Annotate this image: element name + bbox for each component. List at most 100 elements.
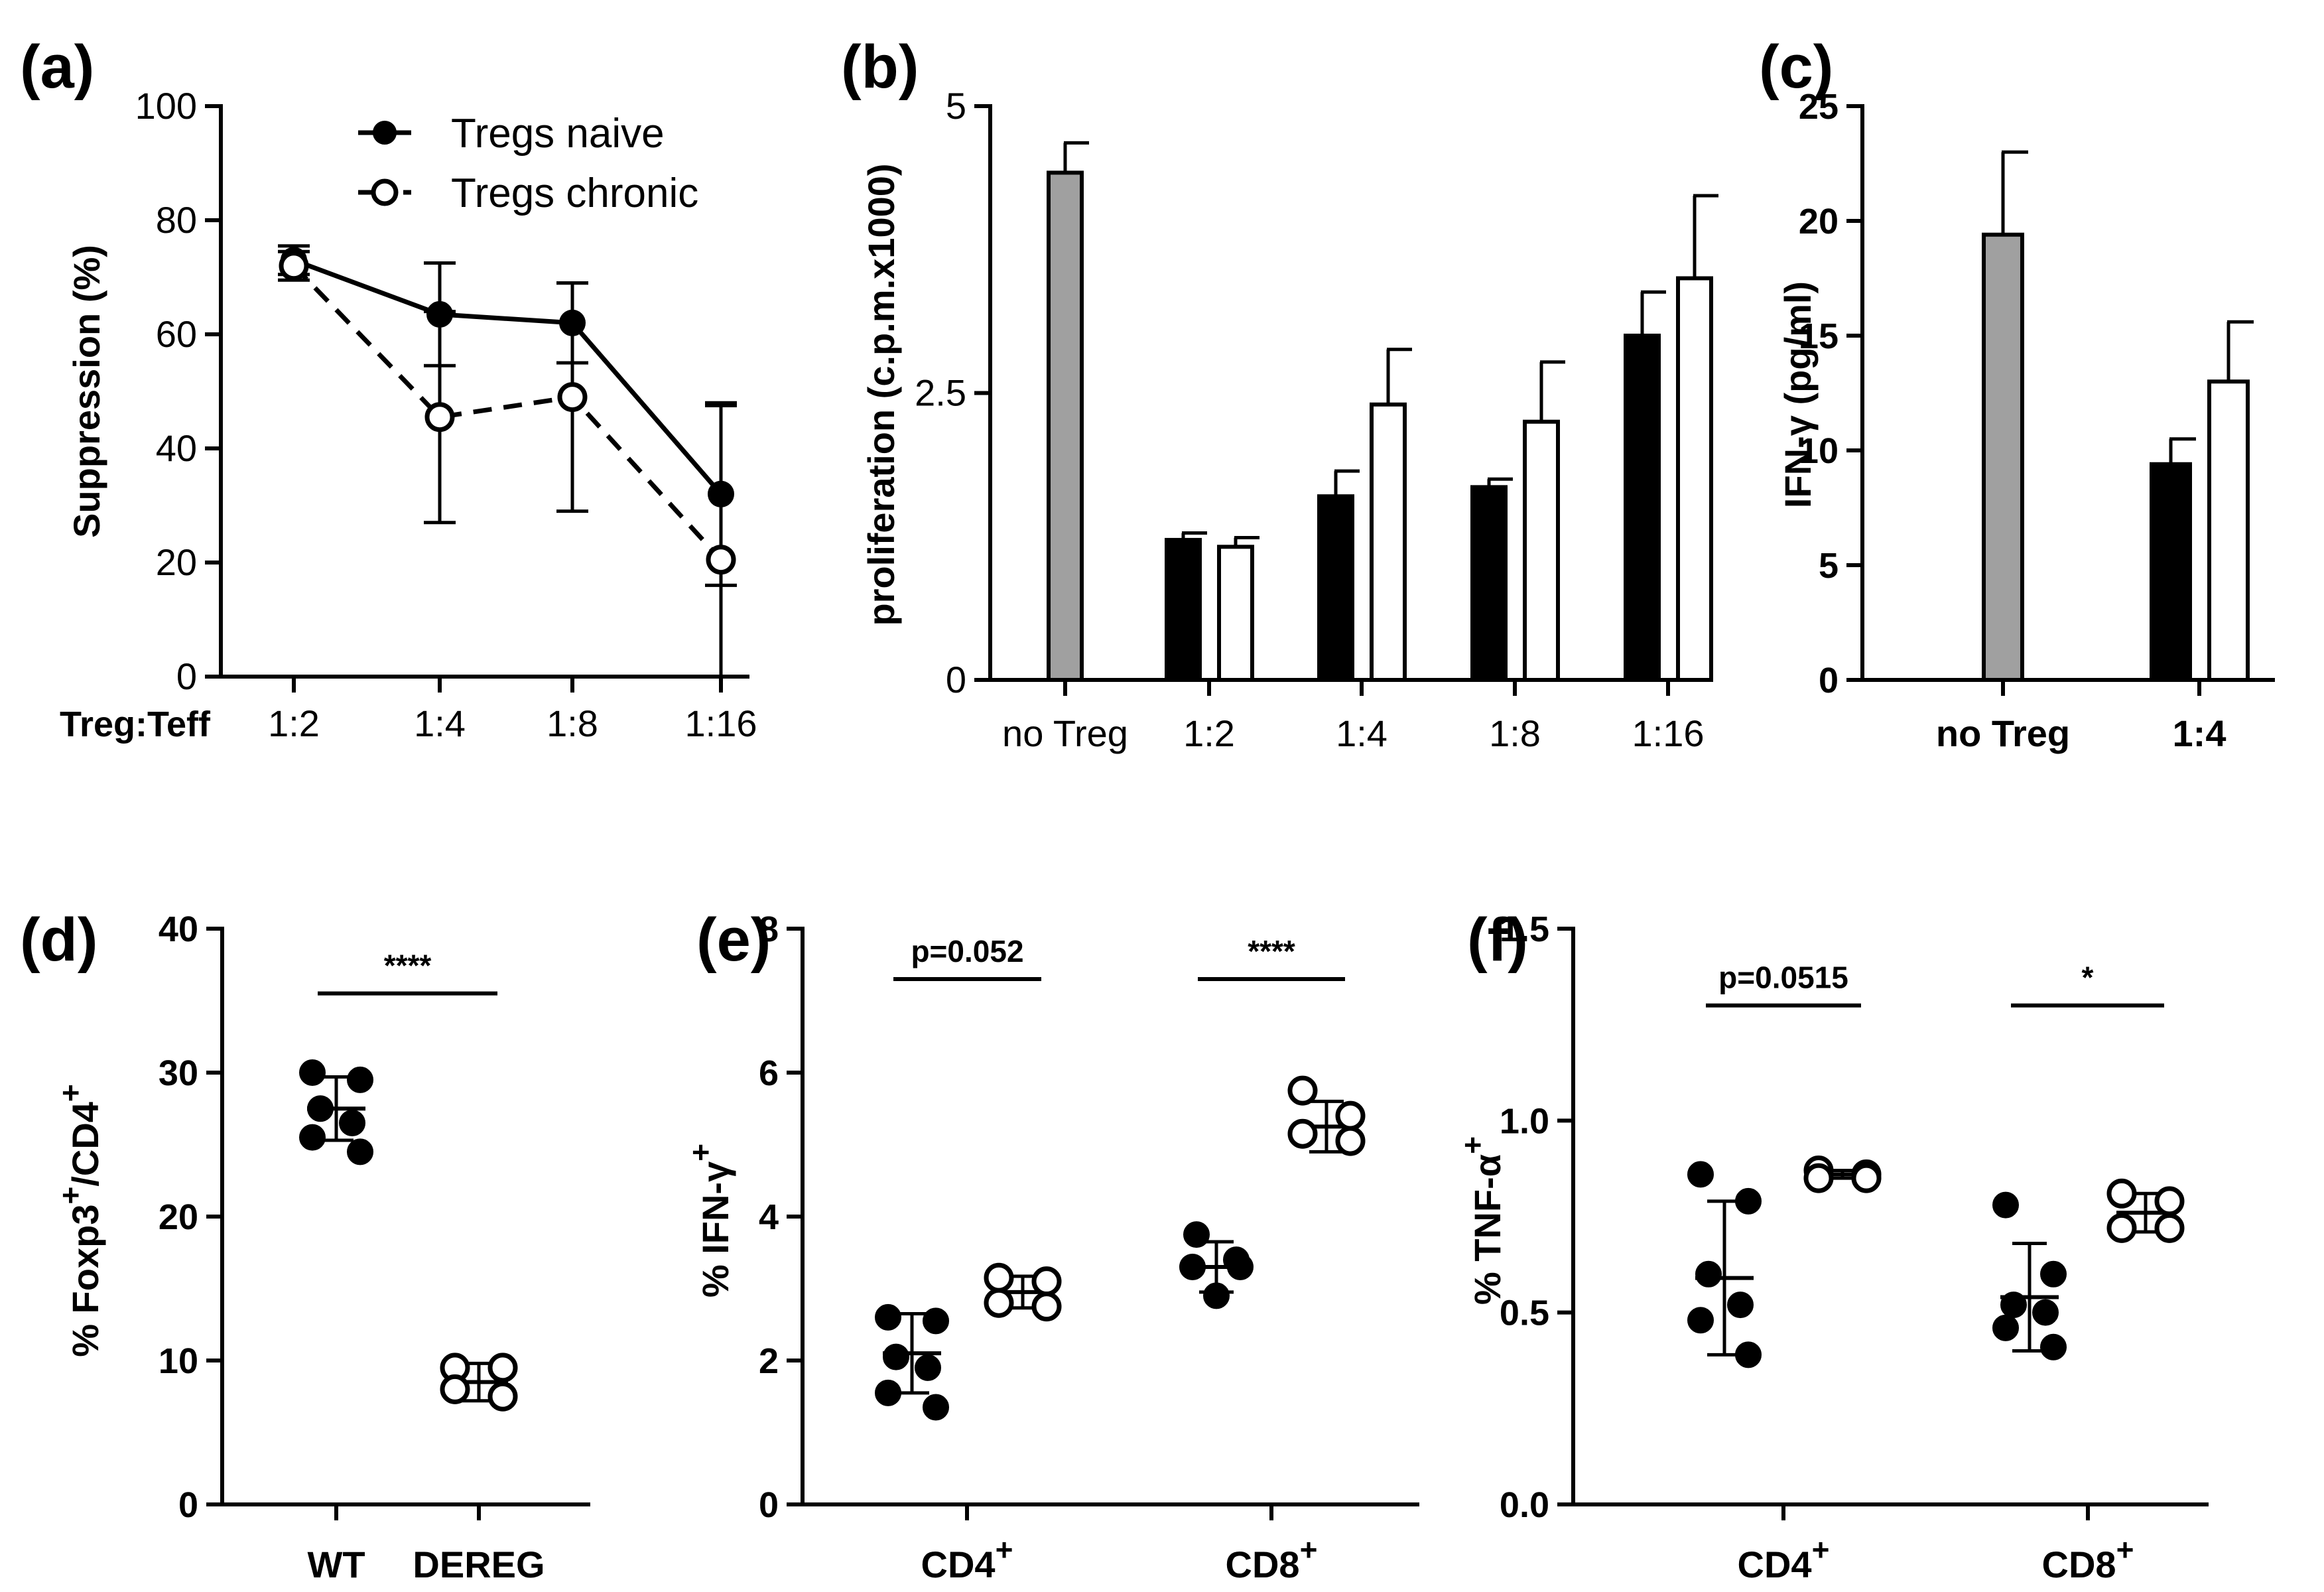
data-point: [424, 402, 455, 432]
x-tick-label: CD4+: [1738, 1532, 1830, 1585]
category-superscript: +: [2116, 1532, 2134, 1567]
y-tick-label: 0.5: [1500, 1294, 1549, 1333]
data-point: [487, 1381, 518, 1412]
data-point: [2154, 1213, 2185, 1243]
y-label-main: % IFN-γ: [694, 1161, 736, 1297]
y-tick-label: 2.5: [915, 372, 966, 414]
category-superscript: +: [996, 1532, 1013, 1567]
data-point: [2000, 1292, 2027, 1319]
data-point: [339, 1109, 365, 1136]
panel-f-tnf-alpha-scatter: (f) 0.00.51.01.5% TNF-α+CD4+ CD8+p=0.0515…: [1455, 906, 2209, 1585]
panel-b-label: (b): [841, 33, 919, 101]
data-point: [984, 1288, 1014, 1318]
data-point: [299, 1059, 326, 1086]
y-tick-label: 0: [1819, 661, 1839, 700]
y-tick-label: 20: [156, 541, 197, 583]
y-tick-label: 0: [759, 1485, 779, 1525]
panel-a-suppression-line-chart: (a) 0 20 40 60 80 100 1:2 1:4 1:8 1:16 Treg:Teff Su…: [20, 33, 757, 744]
y-tick-label: 30: [159, 1053, 198, 1093]
y-axis-label: IFN-γ (pg/ml): [1777, 281, 1819, 508]
comparison-label: ****: [1248, 934, 1295, 968]
y-tick-label: 15: [1799, 316, 1839, 356]
bar-naive: [1317, 494, 1354, 682]
y-tick-label: 40: [159, 909, 198, 949]
y-tick-label: 1.5: [1500, 909, 1549, 949]
y-axis-label: % IFN-γ+: [683, 1144, 736, 1297]
y-axis-label: proliferation (c.p.m.x1000): [860, 163, 902, 626]
y-tick-label: 20: [159, 1197, 198, 1237]
category-name: CD8: [2042, 1544, 2116, 1585]
bar-naive: [2150, 462, 2192, 682]
data-point: [1335, 1100, 1366, 1131]
data-point: [1203, 1282, 1230, 1309]
data-point: [1851, 1163, 1882, 1193]
comparison-label: *: [2082, 961, 2094, 995]
panel-a-label: (a): [20, 33, 94, 101]
x-tick-label: no Treg: [1002, 712, 1128, 754]
x-axis-prefix: Treg:Teff: [60, 704, 211, 744]
bar-naive: [1624, 334, 1661, 682]
y-label-main: % TNF-α: [1466, 1154, 1508, 1305]
data-point: [1031, 1266, 1062, 1297]
data-point: [2032, 1299, 2059, 1326]
data-point: [487, 1353, 518, 1383]
y-tick-label: 5: [1819, 546, 1839, 586]
data-point: [1179, 1253, 1206, 1280]
data-point: [984, 1262, 1014, 1293]
category-name: CD8: [1226, 1544, 1300, 1585]
bar-naive: [1470, 485, 1508, 682]
category-name: DEREG: [413, 1544, 545, 1585]
data-point: [1287, 1075, 1318, 1106]
panel-c-label: (c): [1759, 33, 1833, 101]
data-point: [1803, 1163, 1834, 1193]
bar-chronic: [1217, 545, 1254, 682]
x-tick-label: 1:16: [685, 702, 757, 744]
series-line-0: [292, 257, 723, 496]
category-superscript: +: [1812, 1532, 1830, 1567]
y-label-superscript: +: [53, 1187, 88, 1205]
data-point: [1335, 1126, 1366, 1156]
y-tick-label: 5: [946, 85, 966, 127]
x-tick-label: 1:8: [1489, 712, 1541, 754]
comparison-label: p=0.0515: [1718, 961, 1848, 995]
data-point: [1227, 1253, 1254, 1280]
y-tick-label: 0.0: [1500, 1485, 1549, 1525]
data-point: [706, 545, 736, 575]
data-point: [875, 1303, 901, 1331]
y-axis-label: % TNF-α+: [1455, 1136, 1508, 1305]
legend-marker-chronic: [371, 178, 399, 206]
y-tick-label: 80: [156, 199, 197, 241]
data-point: [307, 1095, 334, 1122]
data-point: [915, 1354, 941, 1381]
category-name: WT: [307, 1544, 365, 1585]
data-point: [1031, 1292, 1062, 1322]
bar-chronic: [1370, 402, 1407, 682]
x-tick-label: 1:4: [414, 702, 466, 744]
x-tick-label: CD4+: [921, 1532, 1013, 1585]
data-point: [1695, 1260, 1722, 1288]
y-tick-label: 8: [759, 909, 779, 949]
y-tick-label: 100: [135, 85, 197, 127]
category-superscript: +: [1300, 1532, 1318, 1567]
x-tick-label: 1:16: [1632, 712, 1705, 754]
data-point: [1735, 1187, 1762, 1215]
x-tick-label: no Treg: [1936, 712, 2070, 754]
y-label-superscript: +: [683, 1144, 718, 1161]
legend-text-chronic: Tregs chronic: [451, 170, 698, 216]
panel-b-proliferation-bar-chart: (b) 0 2.5 5 proliferation (c.p.m.x1000) no T…: [841, 33, 1718, 754]
y-tick-label: 10: [1799, 431, 1839, 471]
y-axis-label: Suppression (%): [66, 245, 107, 538]
x-tick-label: 1:4: [2173, 712, 2227, 754]
y-label-mid: /CD4: [64, 1102, 106, 1187]
x-tick-label: WT: [307, 1544, 365, 1585]
x-tick-label: DEREG: [413, 1544, 545, 1585]
bar-no Treg: [1982, 232, 2024, 682]
bar-naive: [1165, 537, 1202, 682]
panel-e-label: (e): [696, 906, 771, 974]
panel-f-label: (f): [1467, 906, 1528, 974]
x-tick-label: 1:4: [1336, 712, 1388, 754]
data-point: [1735, 1341, 1762, 1368]
data-point: [347, 1138, 373, 1165]
data-point: [875, 1379, 901, 1406]
